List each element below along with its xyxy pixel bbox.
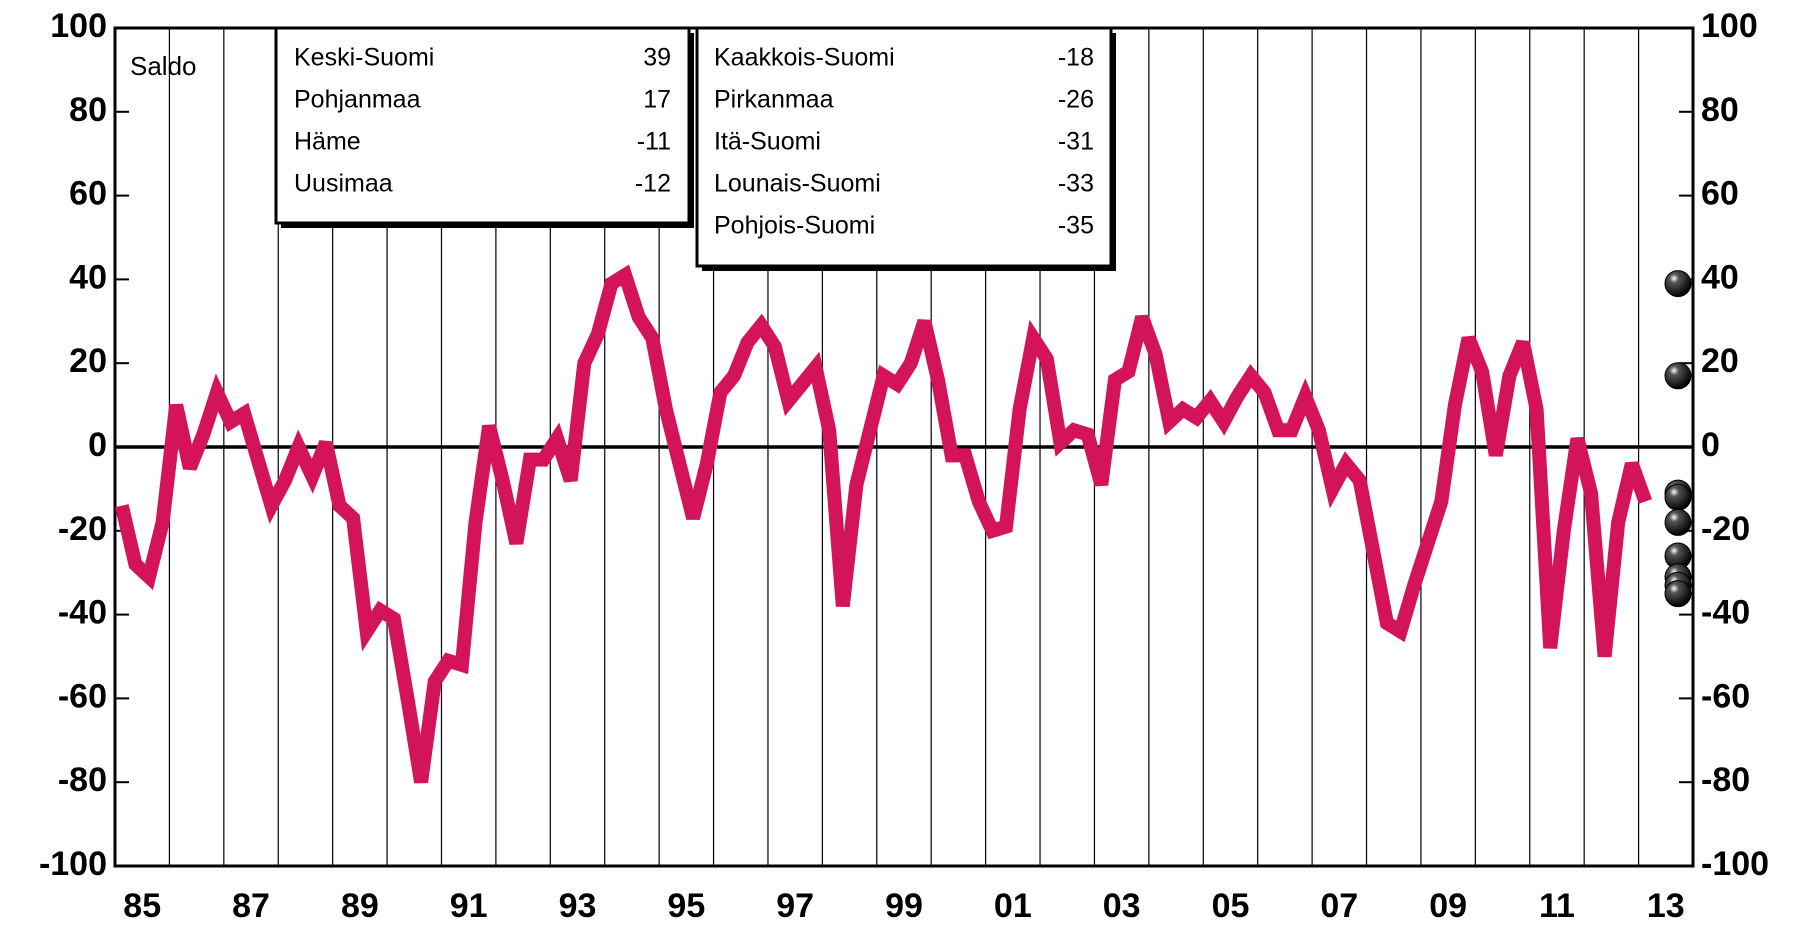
y2-tick-label: -20	[1701, 510, 1750, 548]
x-tick-label: 99	[885, 887, 923, 925]
x-tick-label: 87	[232, 887, 270, 925]
region-dot	[1664, 362, 1692, 390]
labels: -100 -80 -60 -40 -20 0 20 40 60 80 100 -100 -80 -60 -4…	[39, 7, 1769, 925]
region-value: -31	[1058, 128, 1094, 156]
y-tick-label: 60	[69, 175, 107, 213]
x-tick-label: 03	[1103, 887, 1141, 925]
region-name: Pohjanmaa	[294, 86, 421, 114]
region-value: -33	[1058, 170, 1094, 198]
y-tick-label: -100	[39, 845, 107, 883]
region-name: Uusimaa	[294, 170, 393, 198]
y-tick-label: -60	[58, 677, 107, 715]
region-value: -35	[1058, 212, 1094, 240]
y-tick-label: -40	[58, 594, 107, 632]
y2-tick-label: -60	[1701, 677, 1750, 715]
region-dot	[1664, 580, 1692, 608]
x-tick-label: 85	[123, 887, 161, 925]
x-tick-label: 11	[1539, 887, 1575, 925]
y-tick-label: 0	[88, 426, 107, 464]
region-value: -12	[635, 170, 671, 198]
x-tick-label: 05	[1212, 887, 1250, 925]
region-name: Pohjois-Suomi	[714, 212, 875, 240]
y2-tick-label: 100	[1701, 7, 1758, 45]
region-value: -11	[637, 128, 671, 156]
region-dot	[1664, 483, 1692, 511]
y2-tick-label: -80	[1701, 761, 1750, 799]
region-value: -26	[1058, 86, 1094, 114]
x-tick-label: 93	[559, 887, 597, 925]
region-value: 17	[643, 86, 671, 114]
y2-tick-label: 0	[1701, 426, 1720, 464]
y2-tick-label: 60	[1701, 175, 1739, 213]
region-dot	[1664, 508, 1692, 536]
y-tick-label: 40	[69, 258, 107, 296]
y-tick-label: 80	[69, 91, 107, 129]
y2-tick-label: 40	[1701, 258, 1739, 296]
x-tick-label: 09	[1429, 887, 1467, 925]
x-tick-label: 91	[450, 887, 488, 925]
y-tick-label: -20	[58, 510, 107, 548]
x-tick-label: 97	[776, 887, 814, 925]
region-value: -18	[1058, 44, 1094, 72]
region-name: Häme	[294, 128, 361, 156]
marks	[114, 264, 1692, 784]
y-tick-label: 20	[69, 342, 107, 380]
x-tick-label: 01	[994, 887, 1032, 925]
data-line	[114, 264, 1652, 784]
region-name: Kaakkois-Suomi	[714, 44, 895, 72]
region-name: Pirkanmaa	[714, 86, 834, 114]
y-tick-label: -80	[58, 761, 107, 799]
y-tick-label: 100	[50, 7, 107, 45]
y2-tick-label: -100	[1701, 845, 1769, 883]
x-tick-label: 95	[667, 887, 705, 925]
region-name: Keski-Suomi	[294, 44, 434, 72]
region-dot	[1664, 270, 1692, 298]
y2-tick-label: 80	[1701, 91, 1739, 129]
x-tick-label: 07	[1320, 887, 1358, 925]
y2-tick-label: -40	[1701, 594, 1750, 632]
y2-tick-label: 20	[1701, 342, 1739, 380]
region-name: Itä-Suomi	[714, 128, 821, 156]
x-tick-label: 89	[341, 887, 379, 925]
x-tick-label: 13	[1647, 887, 1685, 925]
region-table	[274, 26, 691, 225]
region-table	[695, 26, 1113, 268]
region-name: Lounais-Suomi	[714, 170, 881, 198]
y-axis-label: Saldo	[130, 51, 197, 81]
region-value: 39	[643, 44, 671, 72]
